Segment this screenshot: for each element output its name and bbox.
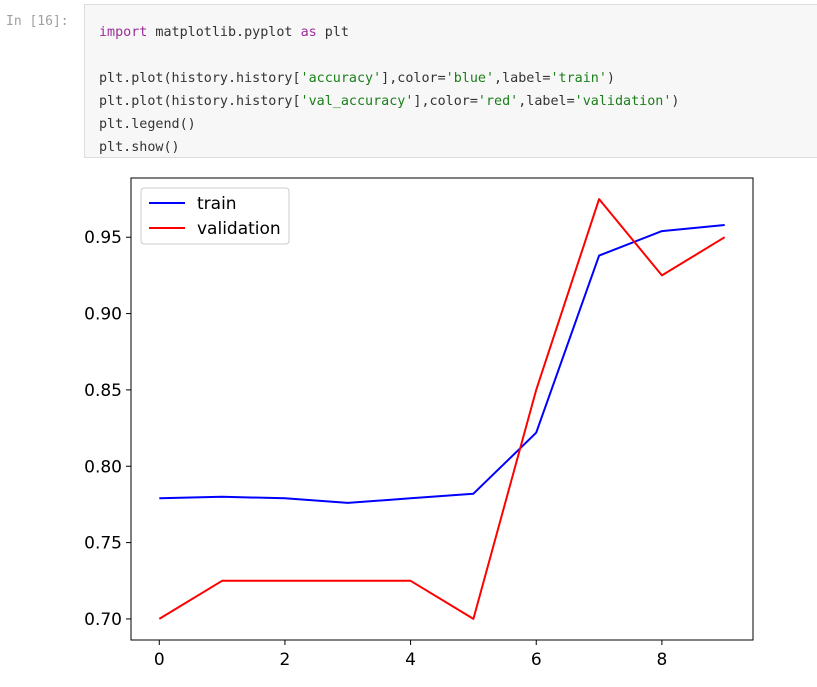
x-tick-label: 4 bbox=[405, 650, 416, 670]
keyword-import: import bbox=[99, 25, 148, 40]
series-line-validation bbox=[158, 198, 726, 620]
code-cell-editor[interactable]: import matplotlib.pyplot as plt plt.plot… bbox=[84, 4, 817, 158]
x-tick-label: 6 bbox=[531, 650, 542, 670]
x-tick-label: 2 bbox=[280, 650, 291, 670]
x-tick-label: 8 bbox=[656, 650, 667, 670]
y-tick-label: 0.80 bbox=[84, 457, 122, 477]
x-tick-label: 0 bbox=[154, 650, 165, 670]
y-tick-label: 0.90 bbox=[84, 305, 122, 325]
y-tick-label: 0.95 bbox=[84, 228, 122, 248]
module-alias: plt bbox=[316, 25, 349, 40]
line-chart: 0.70 0.75 0.80 0.85 0.90 0.95 0 2 4 6 8 train valida… bbox=[84, 177, 754, 670]
code-line-4: plt.plot(history.history['val_accuracy']… bbox=[99, 94, 680, 109]
code-line-6: plt.show() bbox=[99, 140, 180, 155]
legend-label-train: train bbox=[197, 194, 237, 214]
cell-prompt: In [16]: bbox=[6, 14, 69, 29]
code-line-3: plt.plot(history.history['accuracy'],col… bbox=[99, 71, 615, 86]
keyword-as: as bbox=[300, 25, 317, 40]
plot-frame bbox=[130, 177, 754, 641]
module-name: matplotlib.pyplot bbox=[147, 25, 301, 40]
cell-output: 0.70 0.75 0.80 0.85 0.90 0.95 0 2 4 6 8 train valida… bbox=[0, 160, 817, 683]
y-tick-label: 0.85 bbox=[84, 381, 122, 401]
code-line-1: import matplotlib.pyplot as plt bbox=[99, 25, 349, 40]
y-tick-label: 0.75 bbox=[84, 534, 122, 554]
code-line-5: plt.legend() bbox=[99, 117, 196, 132]
code-text[interactable]: import matplotlib.pyplot as plt plt.plot… bbox=[85, 5, 817, 159]
y-tick-label: 0.70 bbox=[84, 610, 122, 630]
series-line-train bbox=[159, 224, 725, 504]
legend-label-validation: validation bbox=[197, 219, 281, 239]
